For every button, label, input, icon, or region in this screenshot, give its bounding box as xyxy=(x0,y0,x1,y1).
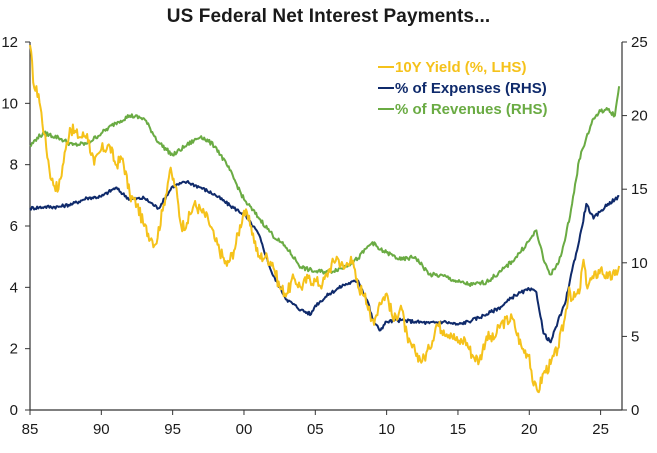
x-tick-label: 05 xyxy=(307,421,324,438)
x-tick-label: 25 xyxy=(592,421,609,438)
y-right-tick-label: 5 xyxy=(631,328,639,345)
x-tick-label: 10 xyxy=(378,421,395,438)
legend-label: % of Revenues (RHS) xyxy=(395,101,548,118)
x-tick-label: 90 xyxy=(93,421,110,438)
chart-title: US Federal Net Interest Payments... xyxy=(166,6,491,27)
y-right-tick-label: 0 xyxy=(631,402,639,419)
x-tick-label: 85 xyxy=(22,421,39,438)
y-right-tick-label: 20 xyxy=(631,108,648,125)
series-line-10y-yield-lhs xyxy=(29,44,621,394)
x-tick-label: 20 xyxy=(521,421,538,438)
y-left-tick-label: 8 xyxy=(10,157,18,174)
x-tick-label: 95 xyxy=(164,421,181,438)
x-tick-label: 00 xyxy=(236,421,253,438)
legend-label: 10Y Yield (%, LHS) xyxy=(395,59,526,76)
y-right-tick-label: 15 xyxy=(631,181,648,198)
y-right-tick-label: 25 xyxy=(631,34,648,51)
y-left-tick-label: 10 xyxy=(1,95,18,112)
y-left-tick-label: 0 xyxy=(10,402,18,419)
series-line-of-revenues-rhs xyxy=(29,86,621,287)
x-tick-label: 15 xyxy=(450,421,467,438)
y-left-tick-label: 2 xyxy=(10,341,18,358)
legend-label: % of Expenses (RHS) xyxy=(395,80,547,97)
y-left-tick-label: 4 xyxy=(10,279,18,296)
y-right-tick-label: 10 xyxy=(631,255,648,272)
y-left-tick-label: 6 xyxy=(10,218,18,235)
y-left-tick-label: 12 xyxy=(1,34,18,51)
series-line-of-expenses-rhs xyxy=(29,180,620,344)
